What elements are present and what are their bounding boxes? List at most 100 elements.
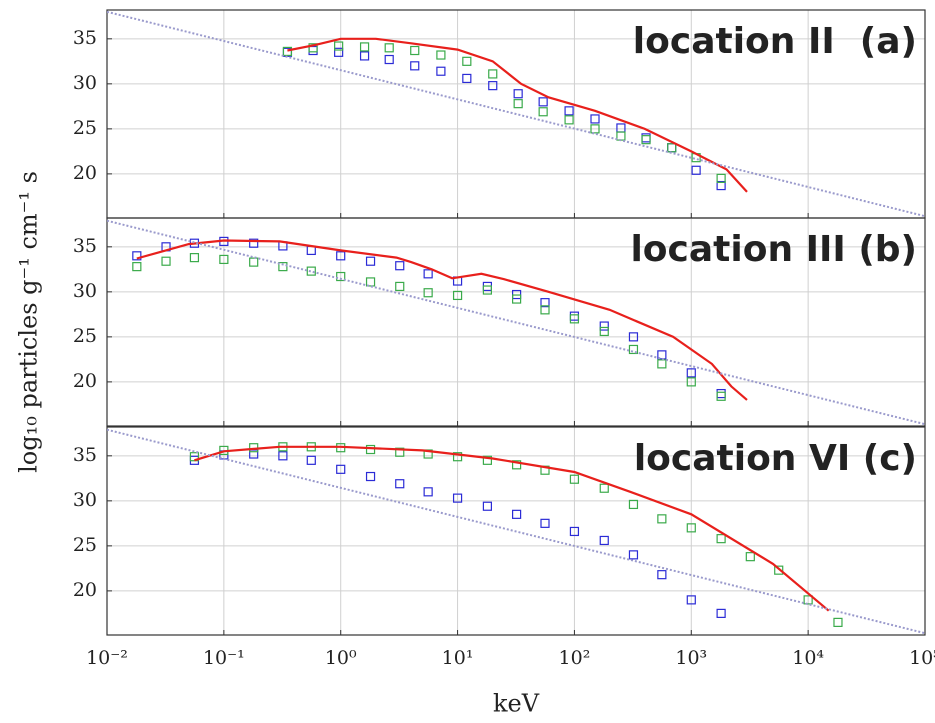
marker	[384, 43, 394, 53]
plot-area	[107, 219, 925, 426]
panel-title: location III (b)	[630, 229, 917, 270]
marker	[365, 256, 376, 266]
marker	[716, 173, 726, 183]
marker	[482, 455, 493, 465]
marker	[423, 487, 433, 497]
reference-line	[107, 428, 925, 635]
marker	[590, 114, 600, 124]
x-tick-label: 10⁻²	[86, 647, 128, 669]
marker	[569, 474, 580, 484]
marker	[132, 262, 142, 272]
reference-line	[107, 10, 925, 218]
marker	[657, 514, 667, 524]
y-tick-label: 35	[73, 27, 97, 49]
y-tick-label: 20	[73, 162, 97, 184]
marker	[334, 47, 344, 57]
marker	[336, 271, 346, 282]
marker	[278, 262, 288, 272]
marker	[628, 499, 639, 510]
marker	[249, 238, 259, 248]
marker	[599, 483, 609, 493]
x-axis-label: keV	[493, 690, 540, 718]
marker	[538, 97, 548, 107]
marker	[452, 493, 463, 503]
marker	[482, 501, 493, 511]
marker	[282, 46, 293, 57]
marker	[306, 245, 316, 256]
marker	[423, 269, 433, 279]
marker	[686, 523, 696, 533]
marker	[512, 460, 522, 470]
marker	[657, 359, 667, 369]
plot-area	[107, 428, 925, 635]
marker	[616, 123, 626, 133]
marker	[599, 326, 609, 337]
marker	[334, 41, 344, 51]
marker	[564, 106, 574, 116]
marker	[436, 50, 446, 60]
marker	[691, 165, 701, 175]
marker	[161, 256, 171, 266]
marker	[189, 452, 200, 462]
marker	[395, 261, 405, 271]
marker	[803, 595, 813, 605]
marker	[395, 281, 405, 292]
marker	[306, 266, 316, 276]
marker	[538, 107, 548, 117]
y-tick-label: 35	[73, 235, 97, 257]
marker	[540, 305, 550, 315]
marker	[745, 552, 755, 562]
marker	[249, 257, 259, 267]
marker	[384, 54, 394, 65]
marker	[512, 509, 522, 519]
marker	[513, 89, 523, 99]
x-tick-label: 10¹	[442, 647, 474, 669]
x-tick-label: 10⁴	[792, 647, 824, 669]
model-line	[136, 239, 748, 401]
x-tick-label: 10⁵	[909, 647, 935, 669]
marker	[513, 99, 523, 109]
marker	[716, 391, 726, 401]
marker	[395, 447, 405, 457]
marker	[488, 69, 498, 79]
y-tick-label: 20	[73, 370, 97, 392]
panel-title: location II (a)	[633, 21, 917, 62]
marker	[278, 451, 288, 461]
marker	[686, 368, 696, 378]
marker	[667, 143, 677, 153]
model-line	[194, 445, 830, 612]
marker	[219, 254, 229, 265]
marker	[540, 518, 550, 528]
y-tick-label: 20	[73, 579, 97, 601]
marker	[540, 298, 550, 308]
marker	[462, 56, 472, 66]
marker	[189, 253, 200, 263]
marker	[628, 332, 639, 342]
marker	[365, 277, 376, 287]
marker	[569, 526, 580, 537]
marker	[667, 143, 677, 153]
model-line	[287, 37, 748, 193]
marker	[452, 452, 463, 462]
marker	[657, 570, 667, 580]
x-tick-label: 10⁰	[325, 647, 357, 669]
marker	[410, 45, 420, 56]
marker	[365, 471, 376, 482]
y-tick-label: 25	[73, 534, 97, 556]
marker	[616, 131, 626, 141]
y-tick-label: 30	[73, 489, 97, 511]
marker	[564, 115, 574, 125]
marker	[395, 479, 405, 489]
plot-frame	[106, 217, 926, 427]
marker	[336, 464, 346, 474]
y-axis-label: log₁₀ particles g⁻¹ cm⁻¹ s	[15, 171, 43, 473]
marker	[308, 43, 318, 53]
marker	[423, 288, 433, 298]
marker	[716, 388, 726, 399]
y-tick-label: 25	[73, 325, 97, 347]
marker	[686, 377, 696, 387]
marker	[716, 608, 726, 618]
marker	[590, 124, 600, 134]
marker	[628, 550, 639, 560]
